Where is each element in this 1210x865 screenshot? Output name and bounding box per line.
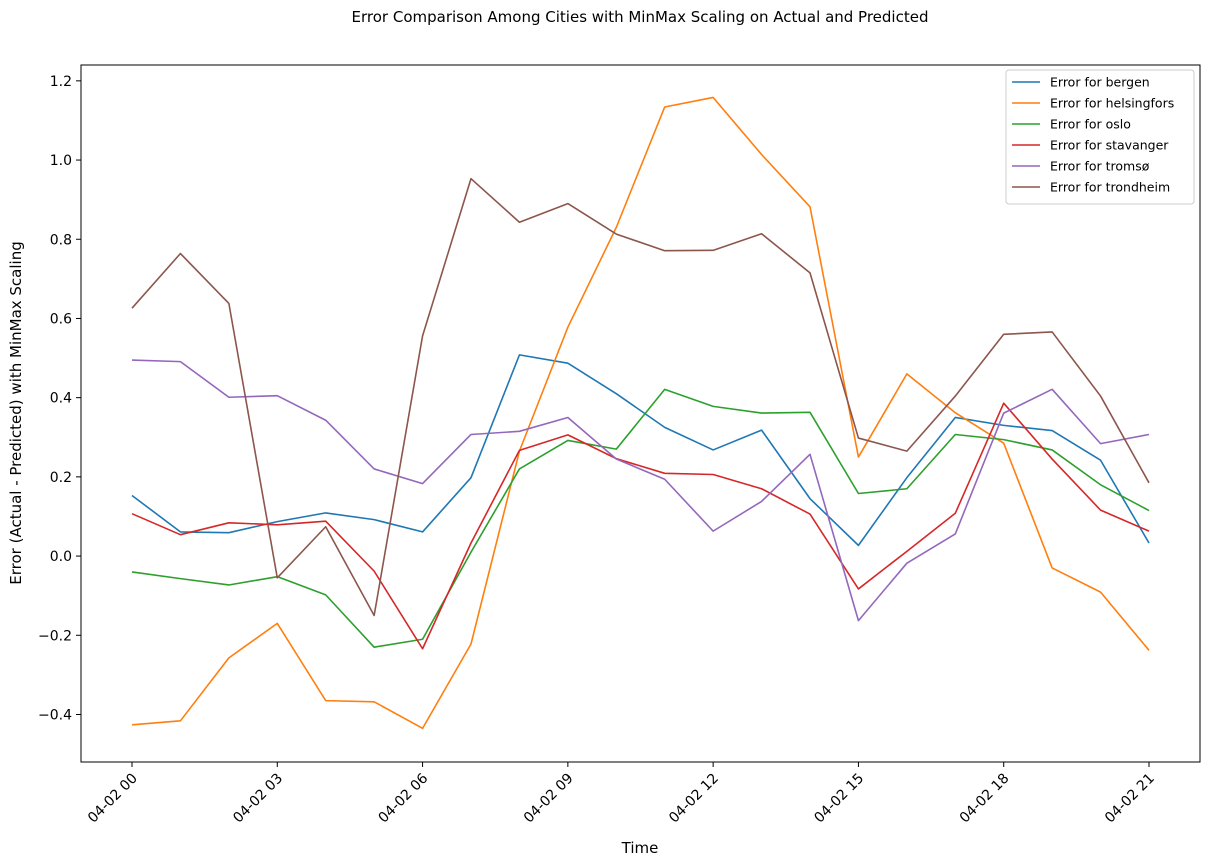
series-line-1 [131,96,1150,730]
plot-frame [80,64,1201,763]
y-tick-label: 0.4 [50,391,72,407]
x-tick-label: 04-02 15 [811,771,867,827]
series-line-0 [131,354,1150,547]
y-axis-label: Error (Actual - Predicted) with MinMax S… [7,241,25,584]
x-axis-label: Time [621,839,659,857]
legend-entry: Error for bergen [1050,75,1150,90]
legend-entry: Error for oslo [1050,117,1131,132]
y-axis: −0.4 −0.2 0.0 0.2 0.4 0.6 0.8 1.0 1.2 [38,74,81,723]
series-line-5 [131,177,1150,617]
y-tick-label: 0.0 [50,549,72,565]
x-tick-label: 04-02 21 [1102,771,1158,827]
legend-entry: Error for trondheim [1050,180,1170,195]
x-tick-label: 04-02 00 [85,771,141,827]
x-tick-label: 04-02 09 [521,771,577,827]
x-axis: 04-02 00 04-02 03 04-02 06 04-02 09 04-02 12… [85,762,1158,826]
y-tick-label: 0.6 [50,311,72,327]
y-tick-label: −0.4 [38,707,72,723]
y-tick-label: 0.2 [50,470,72,486]
y-tick-label: 1.0 [50,153,72,169]
series-layer [131,96,1150,730]
legend-box [1005,69,1195,205]
y-tick-label: 0.8 [50,232,72,248]
series-line-4 [131,359,1150,622]
series-line-2 [131,388,1150,648]
legend-entry: Error for stavanger [1050,138,1169,153]
x-tick-label: 04-02 12 [666,771,722,827]
x-tick-label: 04-02 18 [957,771,1013,827]
y-tick-label: −0.2 [38,628,72,644]
series-line-3 [131,402,1150,650]
x-tick-label: 04-02 06 [376,770,432,826]
y-tick-label: 1.2 [50,74,72,90]
chart-title: Error Comparison Among Cities with MinMa… [352,8,929,26]
x-tick-label: 04-02 03 [230,771,286,827]
legend: Error for bergen Error for helsingfors Err… [1005,69,1195,205]
legend-entry: Error for helsingfors [1050,96,1174,111]
legend-entry: Error for tromsø [1050,159,1150,174]
